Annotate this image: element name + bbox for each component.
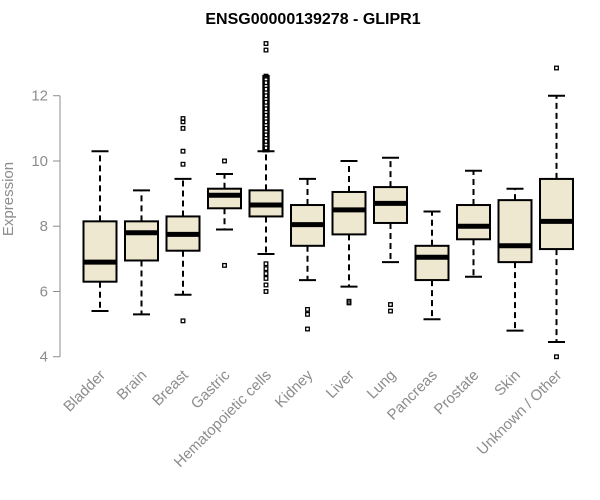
x-tick-label: Lung	[364, 367, 400, 403]
box-group	[497, 187, 533, 332]
outlier-point	[180, 318, 186, 324]
outlier-point	[305, 306, 310, 312]
box-group	[124, 189, 159, 316]
outlier-point	[263, 261, 269, 267]
box-iqr	[82, 220, 118, 283]
outlier-point	[263, 47, 269, 53]
box-group	[207, 158, 242, 268]
box-group	[165, 116, 201, 324]
outlier-point	[180, 125, 186, 131]
outlier-point	[263, 132, 269, 138]
outlier-point	[180, 116, 186, 122]
outlier-point	[263, 119, 269, 125]
box-group	[414, 210, 450, 321]
outlier-point	[263, 266, 269, 272]
y-tick-label: 10	[31, 153, 48, 170]
x-tick-label: Kidney	[272, 366, 317, 411]
x-tick-label: Liver	[323, 367, 358, 402]
outlier-point	[180, 161, 186, 167]
box-group	[290, 177, 325, 332]
outlier-point	[263, 125, 269, 131]
y-axis: 4 6 8 10 12	[31, 88, 61, 366]
box-iqr	[497, 199, 533, 264]
outlier-cluster	[262, 74, 270, 153]
outlier-point	[222, 158, 227, 164]
outlier-point	[554, 354, 559, 360]
outlier-point	[180, 148, 186, 154]
outlier-point	[346, 298, 352, 304]
chart-title: ENSG00000139278 - GLIPR1	[205, 11, 420, 28]
box-group	[331, 159, 367, 306]
box-group	[539, 65, 574, 360]
plot-area	[82, 41, 574, 360]
outlier-point	[263, 112, 269, 118]
outlier-point	[263, 289, 269, 294]
x-tick-label: Skin	[491, 367, 524, 400]
outlier-point	[263, 93, 269, 99]
outlier-point	[554, 65, 559, 71]
outlier-point	[263, 99, 269, 105]
outlier-point	[263, 106, 269, 112]
box-iqr	[331, 190, 367, 236]
outlier-point	[305, 326, 310, 332]
y-tick-label: 12	[31, 88, 48, 105]
outlier-point	[263, 145, 269, 151]
box-iqr	[456, 204, 491, 241]
y-tick-label: 8	[40, 218, 48, 235]
outlier-point	[263, 282, 269, 288]
outlier-point	[263, 275, 269, 281]
outlier-point	[263, 86, 269, 92]
box-iqr	[207, 187, 242, 210]
box-group	[456, 169, 491, 278]
outlier-band	[262, 74, 270, 153]
y-tick-label: 6	[40, 283, 48, 300]
outlier-point	[263, 41, 269, 46]
outlier-point	[263, 80, 269, 86]
outlier-point	[222, 262, 227, 268]
outlier-point	[305, 311, 310, 317]
box-iqr	[414, 244, 450, 282]
box-iqr	[539, 177, 574, 251]
box-group	[248, 41, 284, 294]
x-tick-label: Brain	[114, 367, 151, 404]
box-group	[373, 156, 408, 314]
outlier-point	[388, 302, 393, 307]
box-group	[82, 150, 118, 313]
y-axis-label: Expression	[0, 162, 17, 236]
outlier-point	[263, 271, 269, 276]
x-tick-label: Breast	[149, 366, 192, 409]
x-tick-label: Prostate	[431, 367, 483, 419]
box-iqr	[124, 220, 159, 262]
y-tick-label: 4	[40, 349, 48, 366]
outlier-point	[263, 138, 269, 144]
outlier-point	[388, 308, 393, 314]
x-tick-label: Bladder	[60, 367, 109, 416]
